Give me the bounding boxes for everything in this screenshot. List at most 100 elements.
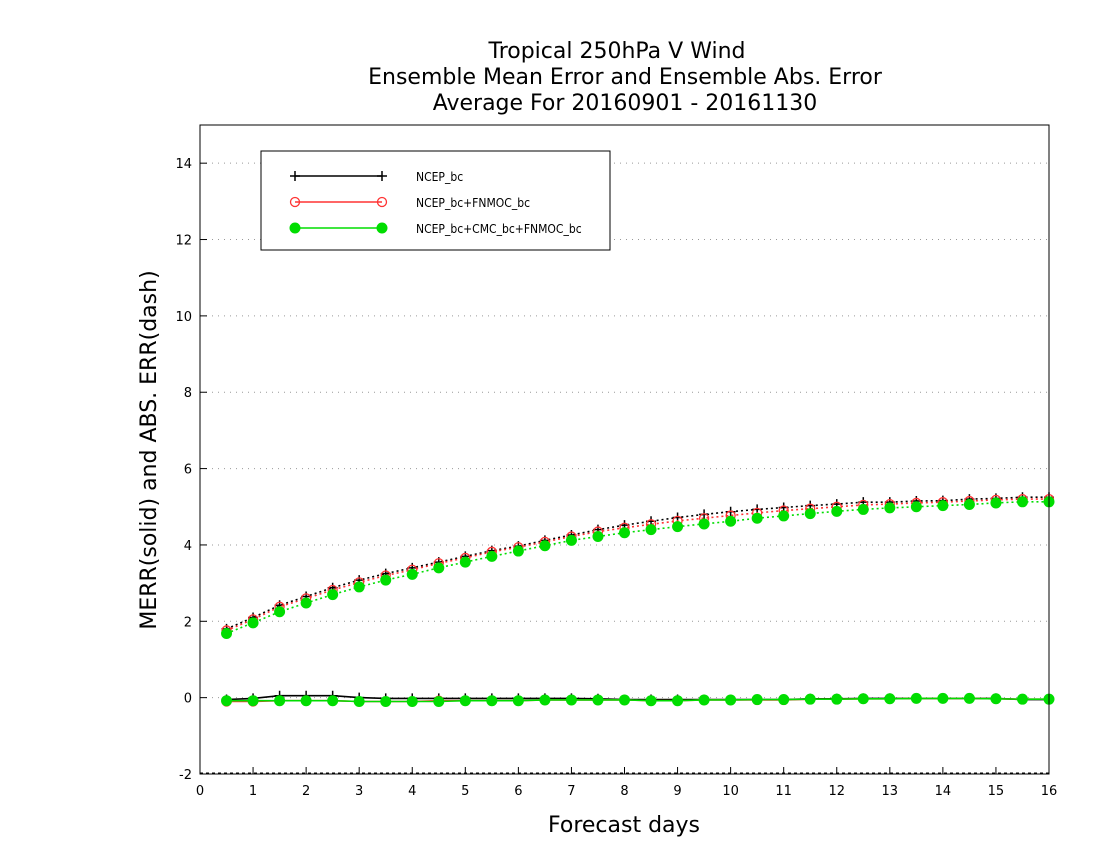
legend-marker xyxy=(376,196,388,208)
abs-err-point xyxy=(725,515,737,527)
x-tick-label: 8 xyxy=(620,784,628,799)
abs-err-point xyxy=(486,550,498,562)
merr-point xyxy=(247,695,259,707)
legend-marker xyxy=(289,222,301,234)
x-tick-label: 2 xyxy=(302,784,310,799)
series-1 xyxy=(221,493,1055,707)
x-tick-label: 12 xyxy=(828,784,845,799)
merr-point xyxy=(963,692,975,704)
x-tick-label: 1 xyxy=(249,784,257,799)
y-tick-label: 12 xyxy=(175,234,192,249)
merr-point xyxy=(486,695,498,707)
x-tick-label: 4 xyxy=(408,784,416,799)
legend-box xyxy=(260,150,611,251)
merr-point xyxy=(645,695,657,707)
abs-err-point xyxy=(778,510,790,522)
legend-marker xyxy=(376,222,388,234)
x-tick-label: 9 xyxy=(673,784,681,799)
y-tick-label: 4 xyxy=(184,539,192,554)
title-line-1: Tropical 250hPa V Wind xyxy=(487,39,745,64)
merr-point xyxy=(512,695,524,707)
legend-label: NCEP_bc xyxy=(416,170,463,184)
merr-point xyxy=(937,692,949,704)
series-0 xyxy=(221,492,1054,705)
legend-label: NCEP_bc+CMC_bc+FNMOC_bc xyxy=(416,222,582,236)
abs-err-point xyxy=(645,524,657,536)
title-line-3: Average For 20160901 - 20161130 xyxy=(433,91,818,116)
x-tick-label: 13 xyxy=(882,784,899,799)
abs-err-point xyxy=(672,521,684,533)
abs-err-point xyxy=(592,531,604,543)
x-tick-label: 16 xyxy=(1041,784,1058,799)
merr-point xyxy=(327,695,339,707)
abs-err-point xyxy=(459,556,471,568)
title-line-2: Ensemble Mean Error and Ensemble Abs. Er… xyxy=(368,65,883,90)
series-2 xyxy=(221,496,1055,707)
abs-err-point xyxy=(247,617,259,629)
abs-err-point xyxy=(804,508,816,520)
x-tick-label: 7 xyxy=(567,784,575,799)
abs-err-point xyxy=(221,628,233,640)
series-abs-err-line xyxy=(226,500,1049,635)
merr-point xyxy=(565,694,577,706)
abs-err-point xyxy=(539,540,551,552)
y-tick-label: 10 xyxy=(175,310,192,325)
abs-err-point xyxy=(990,497,1002,509)
abs-err-point xyxy=(857,503,869,515)
abs-err-point xyxy=(1016,496,1028,508)
abs-err-point xyxy=(512,545,524,557)
y-tick-label: -2 xyxy=(179,768,192,783)
abs-err-point xyxy=(327,589,339,601)
abs-err-point xyxy=(380,574,392,586)
y-tick-label: 0 xyxy=(184,692,192,707)
y-tick-label: 8 xyxy=(184,386,192,401)
merr-point xyxy=(459,695,471,707)
abs-err-point xyxy=(433,562,445,574)
merr-point xyxy=(619,694,630,706)
y-tick-label: 2 xyxy=(184,615,192,630)
merr-point xyxy=(221,695,233,707)
abs-err-point xyxy=(884,502,896,514)
merr-point xyxy=(884,693,896,705)
grid xyxy=(200,162,1049,774)
merr-point xyxy=(1016,693,1028,705)
merr-point xyxy=(990,693,1002,705)
series-abs-err-line xyxy=(226,498,1049,632)
abs-err-point xyxy=(406,568,418,580)
x-axis-title: Forecast days xyxy=(548,813,700,838)
x-tick-label: 14 xyxy=(935,784,952,799)
legend-entry-1: NCEP_bc+FNMOC_bc xyxy=(289,196,530,210)
merr-point xyxy=(725,694,737,706)
series-abs-err-line xyxy=(226,496,1049,630)
legend-marker xyxy=(289,196,301,208)
abs-err-point xyxy=(619,527,630,539)
y-axis-title: MERR(solid) and ABS. ERR(dash) xyxy=(137,270,162,629)
abs-err-point xyxy=(300,597,312,609)
x-tick-label: 15 xyxy=(988,784,1005,799)
merr-point xyxy=(831,693,843,705)
abs-err-point xyxy=(751,512,763,524)
abs-err-point xyxy=(937,500,949,512)
merr-point xyxy=(804,693,816,705)
merr-point xyxy=(672,695,684,707)
legend-marker xyxy=(290,171,300,181)
x-tick-label: 5 xyxy=(461,784,469,799)
merr-point xyxy=(778,694,790,706)
chart-title: Tropical 250hPa V Wind Ensemble Mean Err… xyxy=(368,39,883,116)
legend-marker xyxy=(377,171,387,181)
legend-label: NCEP_bc+FNMOC_bc xyxy=(416,196,530,210)
y-tick-label: 14 xyxy=(175,157,192,172)
y-tick-label: 6 xyxy=(184,463,192,478)
merr-point xyxy=(433,695,445,707)
abs-err-point xyxy=(565,534,577,546)
series-layer xyxy=(221,492,1055,707)
x-tick-label: 11 xyxy=(775,784,792,799)
x-tick-label: 3 xyxy=(355,784,363,799)
abs-err-point xyxy=(698,518,710,530)
merr-point xyxy=(857,693,869,705)
merr-point xyxy=(300,695,312,707)
merr-point xyxy=(406,695,418,707)
merr-point xyxy=(698,694,710,706)
merr-point xyxy=(274,695,286,707)
